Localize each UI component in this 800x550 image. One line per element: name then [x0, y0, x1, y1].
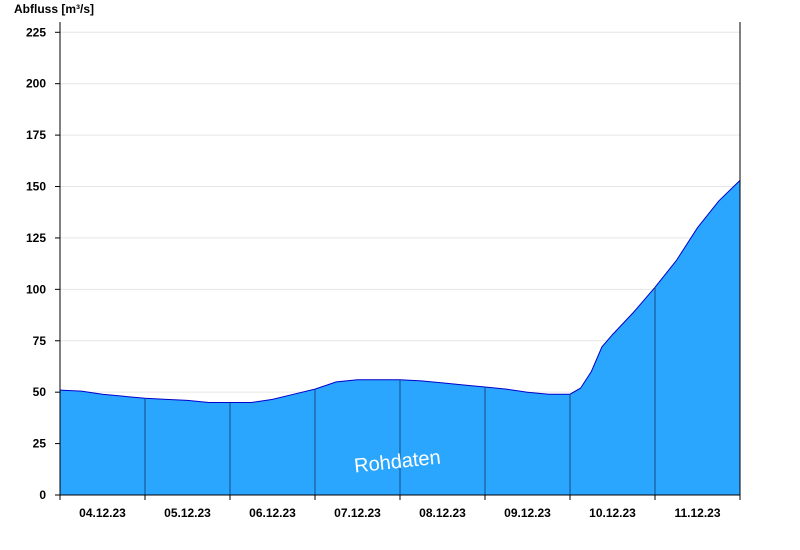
y-tick-label: 225 — [26, 25, 46, 39]
x-tick-label: 04.12.23 — [79, 506, 126, 520]
y-tick-label: 175 — [26, 128, 46, 142]
y-tick-label: 0 — [39, 488, 46, 502]
y-tick-label: 25 — [33, 437, 47, 451]
x-tick-label: 10.12.23 — [589, 506, 636, 520]
y-tick-label: 150 — [26, 180, 46, 194]
x-tick-label: 08.12.23 — [419, 506, 466, 520]
x-tick-label: 11.12.23 — [674, 506, 720, 520]
x-tick-label: 06.12.23 — [249, 506, 296, 520]
x-tick-label: 09.12.23 — [504, 506, 551, 520]
x-axis-ticks: 04.12.23 05.12.23 06.12.23 07.12.23 08.12.23… — [59, 495, 741, 520]
day-dividers — [144, 287, 656, 495]
y-tick-label: 200 — [26, 77, 46, 91]
y-tick-label: 100 — [26, 282, 46, 296]
y-tick-label: 125 — [26, 231, 46, 245]
y-axis-ticks: 0 25 50 75 100 125 150 175 200 225 — [26, 25, 60, 502]
y-tick-label: 50 — [33, 385, 47, 399]
discharge-line — [59, 180, 741, 403]
y-tick-label: 75 — [33, 334, 47, 348]
x-tick-label: 05.12.23 — [164, 506, 211, 520]
x-tick-label: 07.12.23 — [334, 506, 381, 520]
grid-lines — [60, 31, 740, 445]
y-axis-title: Abfluss [m³/s] — [14, 2, 94, 16]
